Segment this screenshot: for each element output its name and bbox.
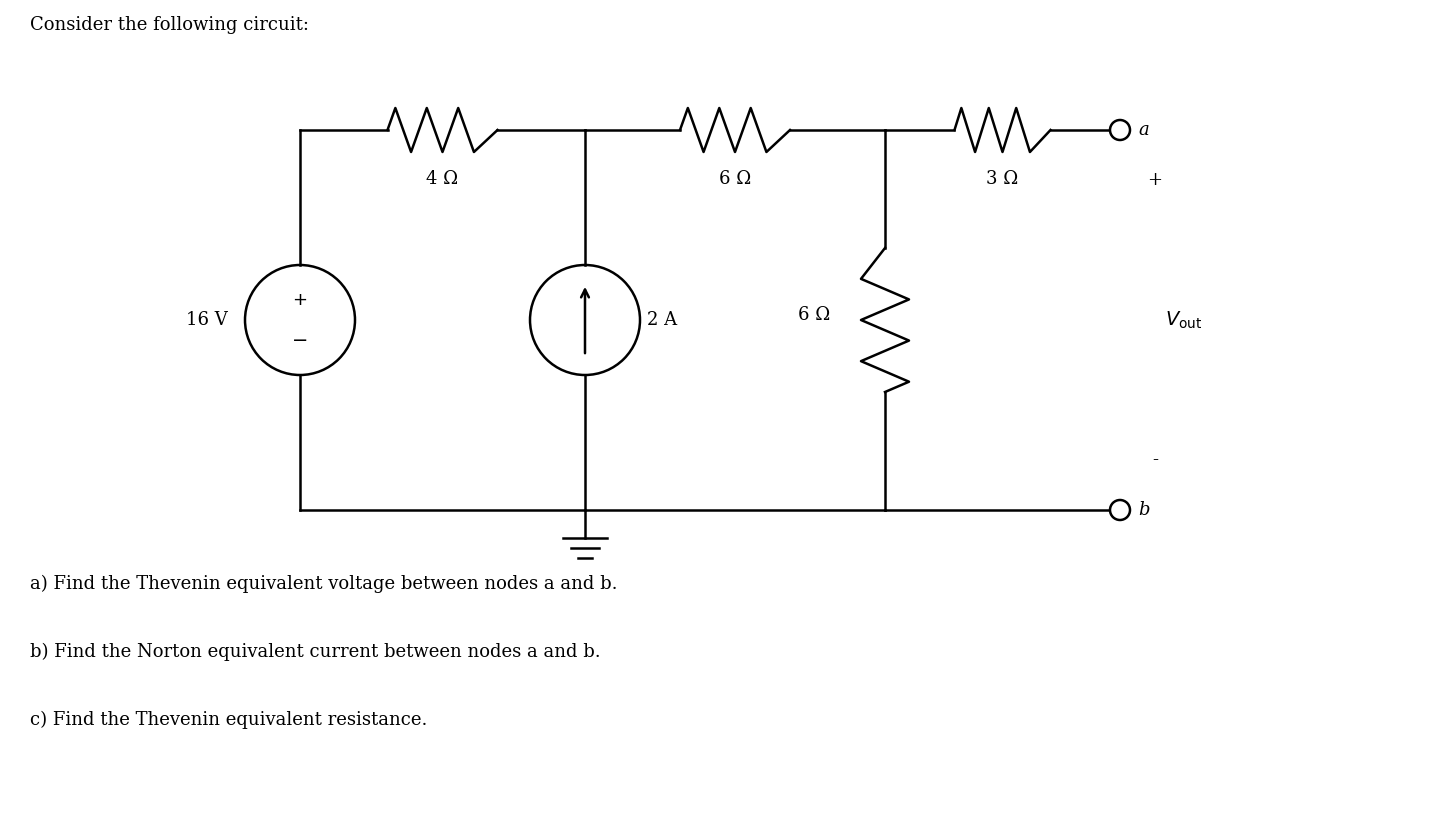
Text: a: a bbox=[1138, 121, 1149, 139]
Text: 2 A: 2 A bbox=[647, 311, 677, 329]
Text: 3 Ω: 3 Ω bbox=[986, 170, 1018, 188]
Text: −: − bbox=[292, 330, 308, 349]
Text: $V_{\mathrm{out}}$: $V_{\mathrm{out}}$ bbox=[1165, 310, 1203, 330]
Text: c) Find the Thevenin equivalent resistance.: c) Find the Thevenin equivalent resistan… bbox=[30, 711, 427, 730]
Text: 6 Ω: 6 Ω bbox=[797, 306, 830, 324]
Circle shape bbox=[1110, 500, 1131, 520]
Text: -: - bbox=[1152, 451, 1158, 469]
Text: Consider the following circuit:: Consider the following circuit: bbox=[30, 16, 309, 34]
Text: 16 V: 16 V bbox=[186, 311, 228, 329]
Text: +: + bbox=[293, 291, 308, 309]
Text: 6 Ω: 6 Ω bbox=[719, 170, 751, 188]
Text: b) Find the Norton equivalent current between nodes a and b.: b) Find the Norton equivalent current be… bbox=[30, 643, 601, 662]
Text: +: + bbox=[1148, 171, 1162, 189]
Text: 4 Ω: 4 Ω bbox=[426, 170, 459, 188]
Text: b: b bbox=[1138, 501, 1149, 519]
Text: a) Find the Thevenin equivalent voltage between nodes a and b.: a) Find the Thevenin equivalent voltage … bbox=[30, 575, 618, 593]
Circle shape bbox=[1110, 120, 1131, 140]
